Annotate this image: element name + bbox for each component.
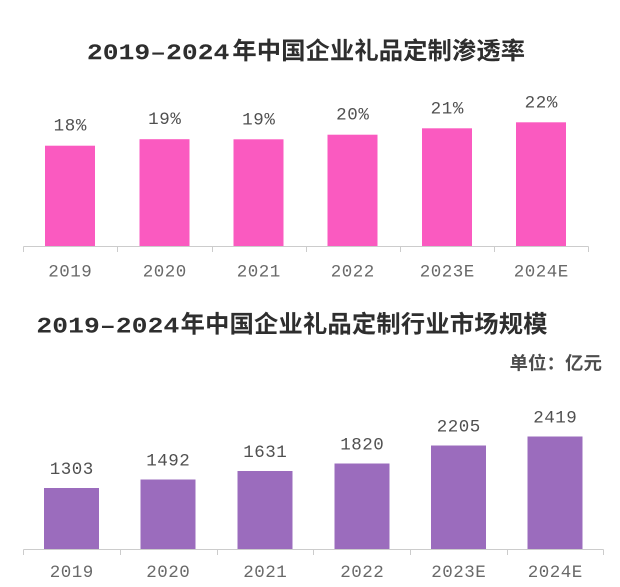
svg-text:2019: 2019 bbox=[48, 262, 92, 282]
svg-text:2419: 2419 bbox=[533, 409, 577, 429]
svg-text:2020: 2020 bbox=[143, 262, 187, 282]
svg-text:2023E: 2023E bbox=[431, 563, 486, 583]
svg-text:2022: 2022 bbox=[331, 262, 375, 282]
svg-text:2019: 2019 bbox=[50, 563, 94, 583]
svg-text:20%: 20% bbox=[336, 106, 369, 126]
svg-text:2205: 2205 bbox=[437, 418, 481, 438]
svg-text:1303: 1303 bbox=[50, 460, 94, 480]
svg-text:2021: 2021 bbox=[243, 563, 287, 583]
svg-text:22%: 22% bbox=[525, 93, 558, 113]
svg-text:2024E: 2024E bbox=[528, 563, 583, 583]
svg-text:19%: 19% bbox=[242, 110, 275, 130]
svg-text:2023E: 2023E bbox=[420, 262, 475, 282]
svg-text:1631: 1631 bbox=[243, 443, 287, 463]
svg-text:19%: 19% bbox=[148, 110, 181, 130]
svg-text:2024E: 2024E bbox=[514, 262, 569, 282]
svg-text:18%: 18% bbox=[54, 117, 87, 137]
svg-text:2022: 2022 bbox=[340, 563, 384, 583]
svg-text:1820: 1820 bbox=[340, 436, 384, 456]
svg-text:1492: 1492 bbox=[146, 452, 190, 472]
svg-text:21%: 21% bbox=[431, 99, 464, 119]
svg-text:2020: 2020 bbox=[146, 563, 190, 583]
svg-text:2021: 2021 bbox=[237, 262, 281, 282]
